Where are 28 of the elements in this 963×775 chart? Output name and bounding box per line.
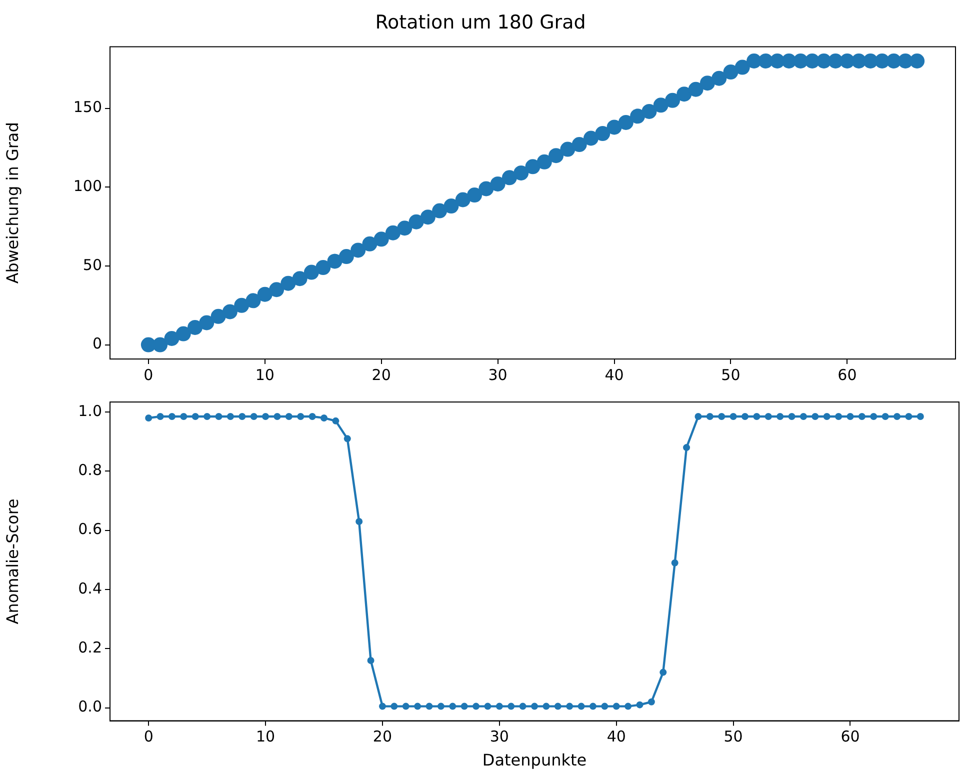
x-tick-label: 0: [144, 366, 154, 384]
y-tick-label: 0.6: [78, 520, 102, 538]
y-tick-label: 0.2: [78, 638, 102, 657]
chart-title: Rotation um 180 Grad: [375, 11, 586, 34]
y-tick-label: 0: [92, 334, 102, 353]
x-axis-title: Datenpunkte: [482, 750, 587, 770]
y-tick-label: 0.4: [78, 579, 102, 598]
y-tick-label: 50: [82, 256, 102, 274]
y-tick-label: 0.8: [78, 461, 102, 480]
x-tick-label: 10: [256, 728, 276, 746]
x-tick-label: 30: [490, 728, 509, 746]
x-tick-label: 40: [604, 366, 624, 384]
x-tick-label: 10: [255, 366, 274, 384]
y-tick-label: 150: [73, 98, 102, 116]
y-tick-label: 0.0: [78, 698, 102, 716]
x-tick-label: 60: [838, 366, 857, 384]
y-axis-title: Anomalie-Score: [2, 498, 22, 624]
x-tick-label: 20: [372, 728, 392, 746]
x-tick-label: 50: [724, 728, 743, 746]
x-tick-label: 30: [488, 366, 508, 384]
x-tick-label: 50: [721, 366, 740, 384]
x-tick-label: 0: [144, 728, 154, 746]
x-tick-label: 60: [840, 728, 860, 746]
y-axis-title: Abweichung in Grad: [2, 122, 22, 284]
x-tick-label: 20: [372, 366, 391, 384]
y-tick-label: 1.0: [78, 402, 102, 420]
y-tick-label: 100: [73, 177, 102, 196]
x-tick-label: 40: [606, 728, 626, 746]
